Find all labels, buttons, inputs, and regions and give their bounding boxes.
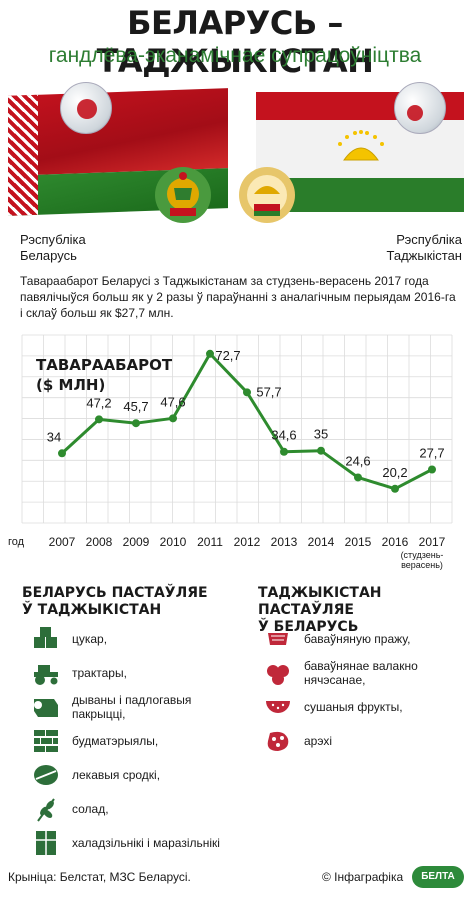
trade-turnover-chart: ТАВАРААБАРОТ ($ МЛН) 34 47,2 45,7 47,6 72,7 5… (8, 334, 453, 570)
x-tick-label: 2017 (419, 535, 446, 549)
value-label: 34,6 (271, 428, 296, 443)
pills-icon (34, 765, 58, 785)
globe-belarus-icon (60, 82, 112, 134)
x-tick-label: 2015 (345, 535, 372, 549)
list-item: будматэрыялы, (32, 726, 158, 756)
data-point (354, 473, 362, 482)
x-tick-label: 2013 (271, 535, 298, 549)
chart-grid (21, 334, 453, 524)
belarus-emblem-icon (152, 164, 214, 226)
flags-banner (0, 82, 470, 262)
value-label: 35 (314, 427, 328, 442)
x-tick-label: 2010 (160, 535, 187, 549)
value-labels: 34 47,2 45,7 47,6 72,7 57,7 34,6 35 24,6 20,2 27,7 (47, 348, 445, 480)
data-point (206, 349, 214, 358)
value-label: 45,7 (123, 399, 148, 414)
value-label: 57,7 (256, 384, 281, 399)
bricks-icon (34, 730, 58, 752)
x-tick-label: 2012 (234, 535, 261, 549)
x-tick-label: 2008 (86, 535, 113, 549)
crown-icon (338, 130, 384, 161)
nuts-icon (267, 731, 289, 751)
by-exports-title: БЕЛАРУСЬ ПАСТАЎЛЯЕ Ў ТАДЖЫКІСТАН (22, 585, 208, 618)
tj-exports-title: ТАДЖЫКІСТАН ПАСТАЎЛЯЕ Ў БЕЛАРУСЬ (258, 585, 382, 635)
x-tick-label: 2016 (382, 535, 409, 549)
series-line (60, 352, 433, 491)
x-tick-label: 2011 (197, 535, 223, 549)
sugar-cubes-icon (34, 627, 57, 648)
belta-logo: БЕЛТА (412, 866, 464, 888)
list-item: солад, (32, 794, 109, 824)
list-item: арэхі (264, 726, 332, 756)
list-item: дываны і падлогавыя пакрыцці, (32, 692, 191, 722)
data-point (169, 414, 177, 423)
x-tick-label: 2007 (49, 535, 76, 549)
value-label: 27,7 (419, 445, 444, 460)
watermelon-icon (266, 701, 290, 713)
fridge-icon (36, 831, 56, 855)
list-item: халадзільнікі і маразільнікі (32, 828, 220, 858)
data-point (243, 388, 251, 397)
x-tick-label: 2014 (308, 535, 335, 549)
value-label: 47,6 (160, 394, 185, 409)
x-note-line2: верасень) (401, 560, 443, 570)
data-point (280, 447, 288, 456)
tractor-icon (34, 665, 58, 685)
source-text: Крыніца: Белстат, МЗС Беларусі. (8, 870, 191, 884)
label-tajikistan: Рэспубліка Таджыкістан (386, 232, 462, 263)
tajikistan-emblem-icon (236, 164, 298, 226)
value-label: 72,7 (215, 348, 240, 363)
label-belarus: Рэспубліка Беларусь (20, 232, 86, 263)
data-point (95, 415, 103, 424)
cotton-icon (267, 665, 289, 685)
list-item: лекавыя сродкі, (32, 760, 160, 790)
data-point (428, 465, 436, 474)
data-points (58, 349, 436, 493)
data-point (132, 419, 140, 428)
data-point (317, 446, 325, 455)
carpet-roll-icon (34, 699, 58, 717)
wheat-icon (37, 798, 55, 822)
list-item: баваўнянае валакно нячэсанае, (264, 658, 418, 688)
list-item: баваўняную пражу, (264, 624, 410, 654)
page-subtitle: гандлёва-эканамічнае супрацоўніцтва (48, 44, 422, 67)
list-item: цукар, (32, 624, 107, 654)
data-point (58, 449, 66, 458)
globe-tajikistan-icon (394, 82, 446, 134)
value-label: 20,2 (382, 465, 407, 480)
list-item: трактары, (32, 658, 127, 688)
x-note-line1: (студзень- (401, 550, 444, 560)
chart-title-line2: ($ МЛН) (36, 376, 105, 394)
credit-text: © Інфаграфіка (322, 870, 404, 884)
x-axis-label: год (8, 536, 25, 548)
intro-text: Тавараабарот Беларусі з Таджыкістанам за… (20, 274, 456, 320)
list-item: сушаныя фрукты, (264, 692, 403, 722)
x-tick-labels: 2007 2008 2009 2010 2011 2012 2013 2014 2015 2016… (49, 535, 446, 549)
page-title: БЕЛАРУСЬ – ТАДЖЫКІСТАН (96, 4, 374, 80)
chart-title-line1: ТАВАРААБАРОТ (36, 356, 173, 374)
x-tick-label: 2009 (123, 535, 150, 549)
value-label: 47,2 (86, 395, 111, 410)
data-point (391, 484, 399, 493)
value-label: 24,6 (345, 453, 370, 468)
yarn-icon (268, 633, 288, 645)
value-label: 34 (47, 429, 61, 444)
